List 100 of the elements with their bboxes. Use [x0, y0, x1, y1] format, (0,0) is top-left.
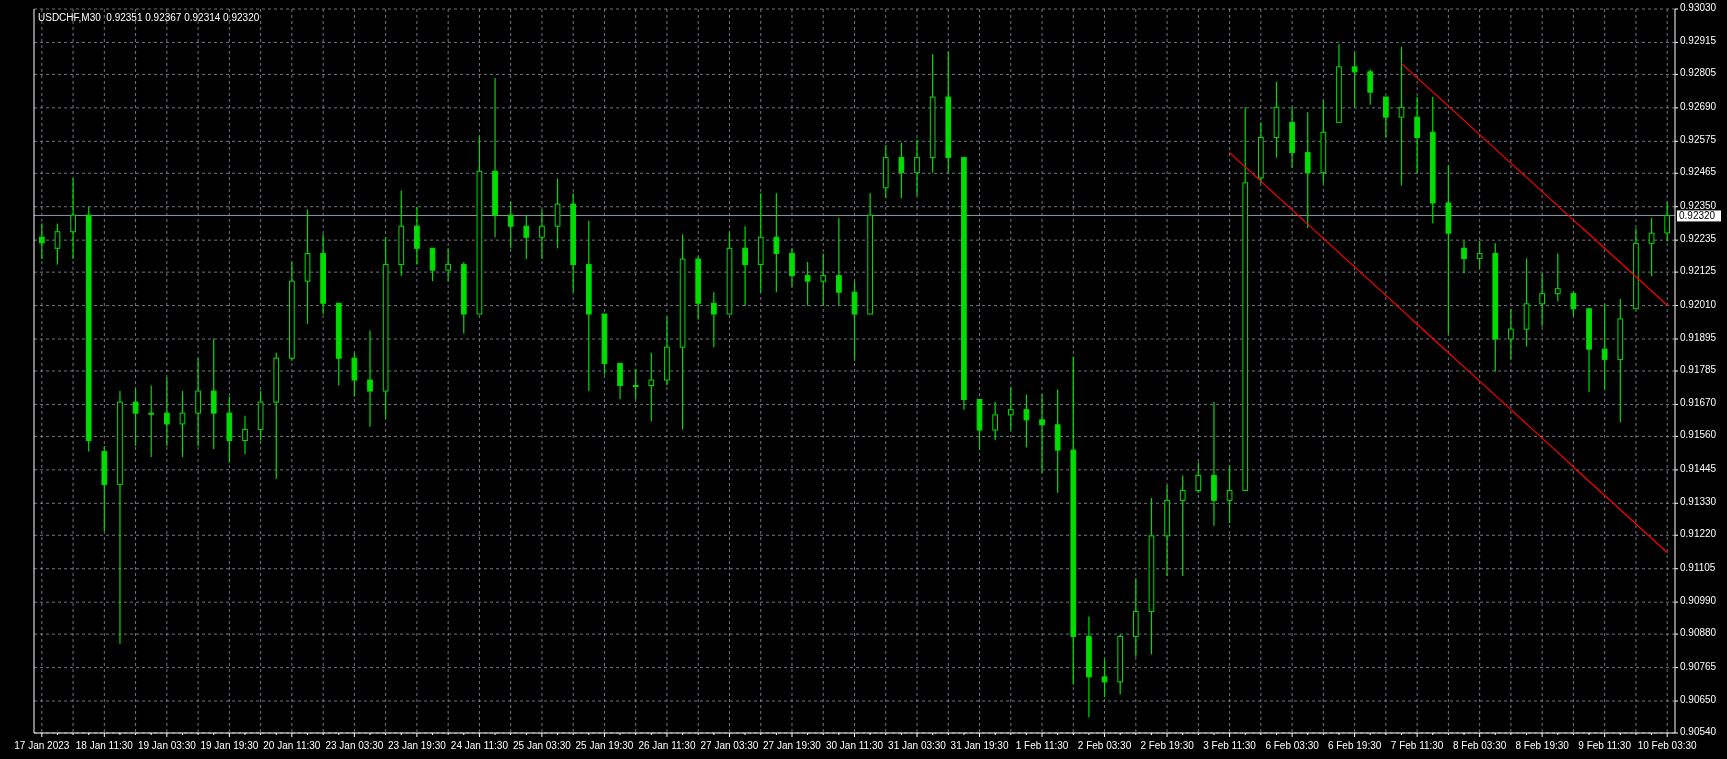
candlestick [132, 387, 139, 447]
candlestick [1039, 393, 1045, 474]
x-tick-label: 3 Feb 11:30 [1203, 740, 1257, 751]
x-tick-label: 9 Feb 11:30 [1578, 740, 1632, 751]
candlestick [898, 141, 905, 199]
y-tick-label: 0.91895 [1680, 332, 1717, 344]
y-tick-label: 0.90540 [1680, 726, 1717, 737]
x-tick-label: 18 Jan 11:30 [75, 740, 134, 751]
y-tick-label: 0.92010 [1680, 298, 1717, 310]
candlestick [507, 200, 514, 249]
candlestick [648, 352, 655, 422]
candlestick [351, 352, 358, 398]
x-tick-label: 1 Feb 11:30 [1015, 740, 1069, 751]
line-series [1228, 152, 1668, 554]
candlestick [1367, 68, 1374, 106]
candlestick [1351, 51, 1358, 108]
candlestick [54, 222, 61, 266]
candlestick [1648, 217, 1655, 277]
y-tick-label: 0.90990 [1680, 595, 1717, 607]
candlestick [179, 390, 186, 458]
y-tick-label: 0.92125 [1680, 265, 1717, 277]
y-tick-label: 0.92690 [1680, 100, 1717, 112]
candlestick [523, 214, 530, 260]
candlestick [1601, 303, 1608, 391]
candlestick [1195, 461, 1202, 494]
candlestick [1226, 464, 1233, 524]
x-tick-label: 27 Jan 03:30 [700, 740, 759, 751]
candlestick [539, 209, 545, 260]
candlestick [1179, 474, 1186, 577]
candlestick [1664, 201, 1671, 243]
x-tick-label: 6 Feb 03:30 [1265, 740, 1320, 751]
y-tick-label: 0.93030 [1680, 2, 1717, 13]
candlestick [1398, 46, 1405, 187]
x-tick-label: 23 Jan 03:30 [325, 740, 384, 751]
y-tick-label: 0.91785 [1680, 364, 1717, 375]
candlestick [914, 139, 920, 196]
candlestick [38, 222, 45, 260]
candlestick [820, 252, 827, 307]
candlestick [414, 206, 420, 266]
candlestick [617, 362, 623, 400]
candlestick [195, 357, 201, 447]
candlestick [554, 177, 561, 249]
x-tick-label: 24 Jan 11:30 [450, 740, 509, 751]
x-tick-label: 25 Jan 03:30 [513, 740, 572, 751]
candlestick [632, 368, 639, 400]
x-tick-label: 25 Jan 19:30 [575, 740, 634, 751]
candlestick [367, 329, 373, 428]
candlestick [773, 192, 780, 293]
y-tick-label: 0.90880 [1680, 627, 1717, 639]
candlestick [789, 247, 795, 288]
y-tick-label: 0.92805 [1680, 67, 1717, 79]
x-tick-label: 6 Feb 19:30 [1327, 740, 1382, 751]
x-tick-label: 27 Jan 19:30 [763, 740, 822, 751]
candlestick [1383, 96, 1389, 139]
x-tick-label: 7 Feb 11:30 [1390, 740, 1444, 751]
y-tick-label: 0.90650 [1680, 694, 1717, 706]
x-tick-label: 19 Jan 03:30 [137, 740, 197, 751]
candlestick [1508, 308, 1514, 360]
x-tick-label: 20 Jan 11:30 [263, 740, 321, 751]
x-tick-label: 23 Jan 19:30 [387, 740, 447, 751]
candlestick [242, 415, 248, 455]
x-tick-label: 2 Feb 19:30 [1140, 740, 1195, 751]
y-tick-label: 0.91220 [1680, 528, 1717, 540]
candlestick [1539, 272, 1545, 328]
candlestick [1476, 240, 1483, 270]
candlestick [210, 338, 217, 450]
y-tick-label: 0.92350 [1680, 199, 1717, 211]
x-tick-label: 10 Feb 03:30 [1637, 740, 1698, 751]
candlestick [164, 376, 170, 447]
candlestick [1570, 290, 1577, 317]
y-tick-label: 0.91670 [1680, 397, 1717, 409]
x-tick-label: 2 Feb 03:30 [1077, 740, 1132, 751]
x-tick-label: 31 Jan 19:30 [950, 740, 1009, 751]
y-tick-label: 0.92235 [1680, 233, 1717, 245]
candlestick [148, 384, 155, 458]
x-tick-label: 31 Jan 03:30 [888, 740, 947, 751]
x-tick-label: 19 Jan 19:30 [200, 740, 259, 751]
x-tick-label: 17 Jan 2023 [14, 740, 70, 751]
chart-title: USDCHF,M30 0.92351 0.92367 0.92314 0.92320 [38, 12, 260, 23]
candlestick [836, 217, 842, 307]
candlestick [1007, 386, 1014, 431]
candlestick [1414, 96, 1420, 174]
candlestick [429, 247, 436, 282]
line-series [1400, 63, 1668, 306]
candlestick [992, 401, 998, 441]
candlestick [742, 225, 748, 307]
x-tick-label: 8 Feb 03:30 [1452, 740, 1507, 751]
candlestick [711, 291, 717, 348]
x-tick-label: 8 Feb 19:30 [1515, 740, 1570, 751]
candlestick [1461, 240, 1467, 275]
y-tick-label: 0.92915 [1680, 35, 1717, 47]
y-tick-label: 0.91560 [1680, 429, 1717, 441]
y-tick-label: 0.91445 [1680, 462, 1717, 474]
y-tick-label: 0.91330 [1680, 496, 1717, 508]
candlestick [1101, 658, 1108, 698]
candlestick [1554, 252, 1561, 302]
x-tick-label: 30 Jan 11:30 [825, 740, 884, 751]
ref-line-label: 0.92320 [1679, 210, 1716, 222]
candlestick [445, 247, 451, 282]
candlestick [1304, 111, 1311, 229]
